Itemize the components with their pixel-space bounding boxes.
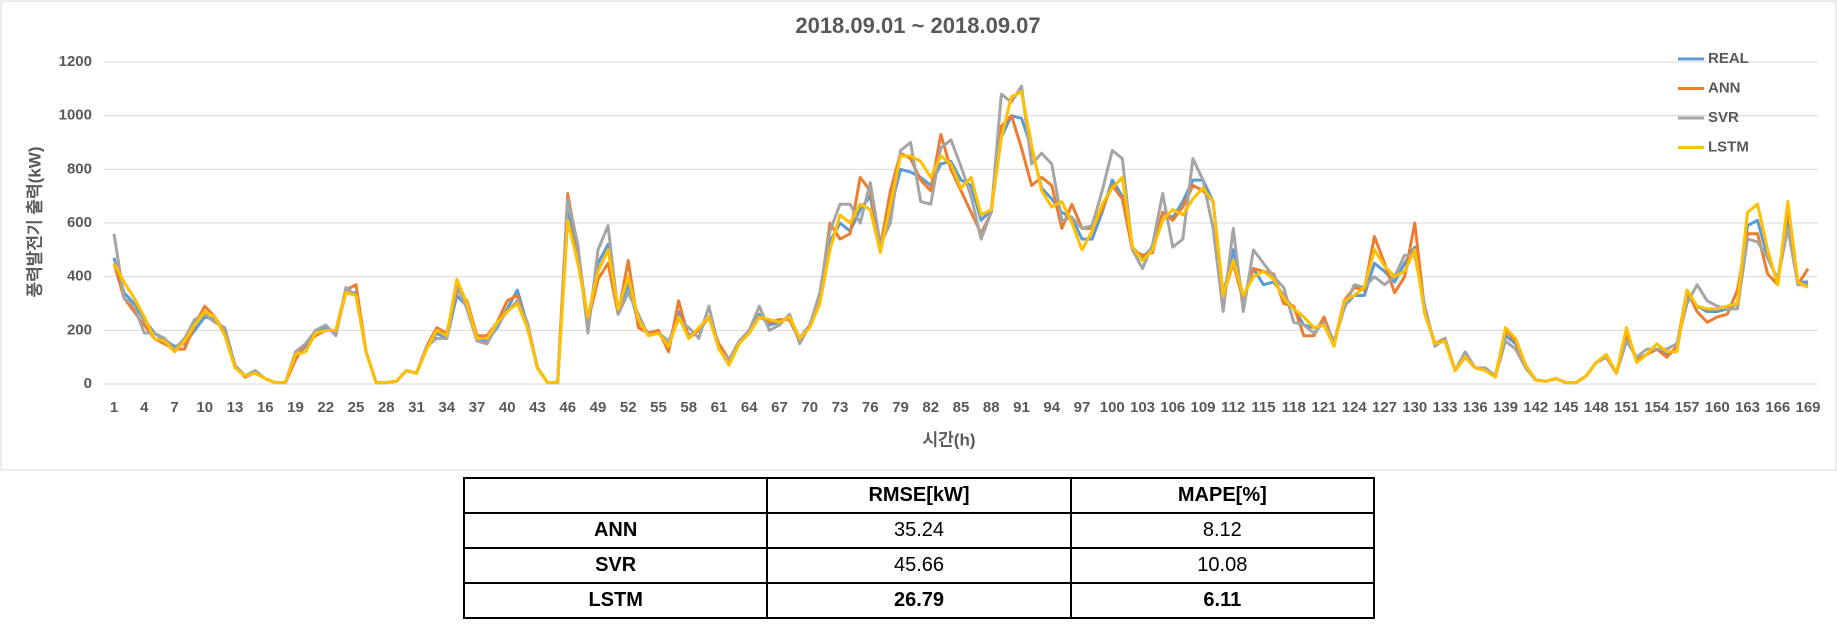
x-tick-label: 118 xyxy=(1282,399,1306,416)
x-tick-label: 49 xyxy=(590,399,607,416)
x-tick-label: 133 xyxy=(1432,399,1457,416)
x-tick-label: 151 xyxy=(1614,399,1639,416)
x-tick-label: 130 xyxy=(1402,399,1427,416)
x-tick-label: 163 xyxy=(1735,399,1760,416)
row-label: SVR xyxy=(462,547,769,584)
x-tick-label: 94 xyxy=(1043,399,1060,416)
x-tick-label: 157 xyxy=(1674,399,1699,416)
x-tick-label: 97 xyxy=(1074,399,1091,416)
legend-label: SVR xyxy=(1708,109,1739,126)
x-tick-label: 58 xyxy=(680,399,697,416)
cell: 10.08 xyxy=(1069,547,1376,584)
x-tick-label: 91 xyxy=(1013,399,1030,416)
x-tick-label: 106 xyxy=(1160,399,1185,416)
x-tick-label: 127 xyxy=(1372,399,1397,416)
x-tick-label: 103 xyxy=(1130,399,1155,416)
y-axis-label: 풍력발전기 출력(kW) xyxy=(25,146,44,297)
row: LSTM 26.79 6.11 xyxy=(462,582,1376,619)
y-tick-label: 600 xyxy=(67,214,92,231)
header-row: RMSE[kW] MAPE[%] xyxy=(462,477,1376,514)
legend-label: ANN xyxy=(1708,79,1741,96)
x-tick-label: 46 xyxy=(559,399,576,416)
x-tick-label: 55 xyxy=(650,399,667,416)
x-tick-label: 166 xyxy=(1765,399,1790,416)
x-tick-label: 76 xyxy=(862,399,879,416)
x-tick-label: 154 xyxy=(1644,399,1670,416)
row-label: ANN xyxy=(462,512,769,549)
x-axis-label: 시간(h) xyxy=(923,430,976,449)
cell: 35.24 xyxy=(766,512,1072,549)
y-tick-label: 1200 xyxy=(59,53,92,70)
x-tick-label: 43 xyxy=(529,399,546,416)
corner-cell xyxy=(462,477,769,514)
x-tick-label: 37 xyxy=(469,399,486,416)
x-tick-label: 148 xyxy=(1584,399,1609,416)
y-tick-label: 400 xyxy=(67,268,92,285)
x-tick-label: 109 xyxy=(1190,399,1215,416)
y-tick-label: 1000 xyxy=(59,107,92,124)
x-tick-label: 13 xyxy=(227,399,244,416)
header-cell: MAPE[%] xyxy=(1069,477,1376,514)
x-tick-label: 25 xyxy=(348,399,365,416)
header-cell: RMSE[kW] xyxy=(766,477,1072,514)
x-tick-label: 139 xyxy=(1493,399,1518,416)
chart: 2018.09.01 ~ 2018.09.07 시간(h) 풍력발전기 출력(k… xyxy=(0,0,1837,471)
row: SVR 45.66 10.08 xyxy=(462,547,1376,584)
chart-frame xyxy=(0,0,1837,471)
cell: 26.79 xyxy=(766,582,1072,619)
x-tick-label: 85 xyxy=(953,399,970,416)
series-line xyxy=(112,90,1809,385)
row: ANN 35.24 8.12 xyxy=(462,512,1376,549)
x-tick-label: 145 xyxy=(1553,399,1578,416)
y-tick-label: 200 xyxy=(67,321,92,338)
x-tick-label: 79 xyxy=(892,399,909,416)
x-tick-label: 34 xyxy=(438,399,455,416)
x-tick-label: 124 xyxy=(1342,399,1368,416)
x-tick-label: 16 xyxy=(257,399,274,416)
x-tick-label: 142 xyxy=(1523,399,1548,416)
cell: 8.12 xyxy=(1069,512,1376,549)
metrics-table: RMSE[kW] MAPE[%] ANN 35.24 8.12 SVR 45.66 10.… xyxy=(462,477,1376,619)
x-tick-label: 100 xyxy=(1100,399,1125,416)
x-tick-label: 82 xyxy=(922,399,939,416)
cell: 45.66 xyxy=(766,547,1072,584)
legend-label: LSTM xyxy=(1708,138,1749,155)
y-tick-label: 0 xyxy=(84,375,92,392)
x-tick-label: 88 xyxy=(983,399,1000,416)
x-tick-label: 160 xyxy=(1705,399,1730,416)
x-tick-label: 67 xyxy=(771,399,788,416)
y-tick-label: 800 xyxy=(67,160,92,177)
x-tick-label: 121 xyxy=(1311,399,1336,416)
x-tick-label: 10 xyxy=(196,399,213,416)
x-tick-label: 1 xyxy=(110,399,118,416)
x-tick-label: 28 xyxy=(378,399,395,416)
x-tick-label: 115 xyxy=(1251,399,1275,416)
x-tick-label: 19 xyxy=(287,399,304,416)
chart-title: 2018.09.01 ~ 2018.09.07 xyxy=(795,13,1040,38)
row-label: LSTM xyxy=(462,582,769,619)
legend-label: REAL xyxy=(1708,50,1749,67)
x-tick-label: 7 xyxy=(170,399,178,416)
x-tick-label: 169 xyxy=(1795,399,1820,416)
x-tick-label: 52 xyxy=(620,399,637,416)
x-tick-label: 112 xyxy=(1221,399,1245,416)
x-tick-label: 70 xyxy=(801,399,818,416)
x-tick-label: 4 xyxy=(140,399,149,416)
x-tick-label: 136 xyxy=(1463,399,1488,416)
x-tick-label: 61 xyxy=(711,399,728,416)
x-tick-label: 31 xyxy=(408,399,425,416)
cell: 6.11 xyxy=(1069,582,1376,619)
x-tick-label: 64 xyxy=(741,399,758,416)
x-tick-label: 73 xyxy=(832,399,849,416)
x-tick-label: 22 xyxy=(317,399,334,416)
x-tick-label: 40 xyxy=(499,399,516,416)
